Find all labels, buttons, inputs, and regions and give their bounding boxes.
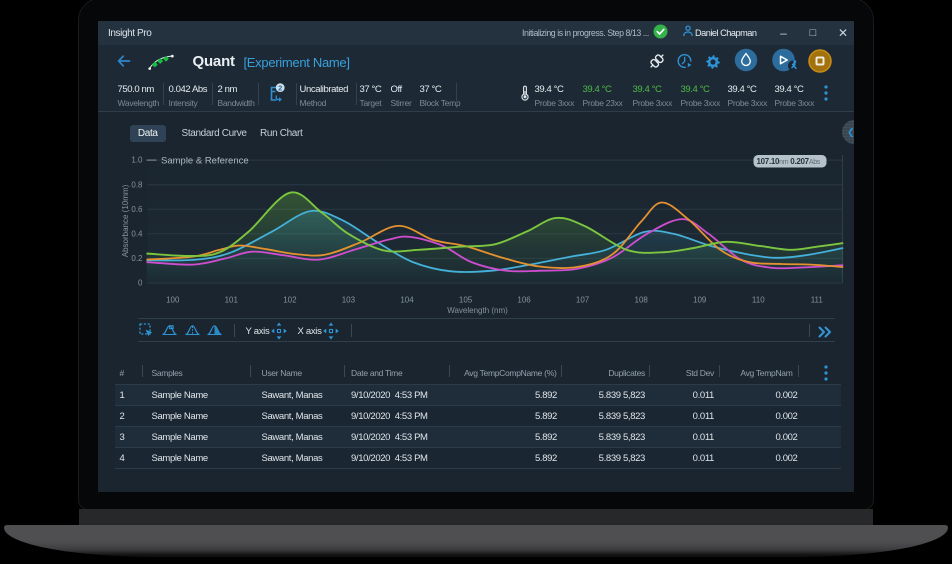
svg-text:106: 106 xyxy=(517,296,531,305)
svg-text:105: 105 xyxy=(459,296,473,305)
svg-text:2: 2 xyxy=(278,83,282,92)
svg-text:109: 109 xyxy=(693,296,707,305)
svg-text:Sample & Reference: Sample & Reference xyxy=(161,155,249,166)
svg-text:0: 0 xyxy=(138,279,143,288)
svg-text:103: 103 xyxy=(342,296,356,305)
svg-text:0.4: 0.4 xyxy=(131,229,143,238)
svg-text:0.2: 0.2 xyxy=(131,254,143,263)
svg-text:Wavelength (nm): Wavelength (nm) xyxy=(447,306,508,315)
svg-text:104: 104 xyxy=(400,296,414,305)
svg-text:108: 108 xyxy=(635,296,649,305)
svg-text:101: 101 xyxy=(225,296,239,305)
svg-text:111: 111 xyxy=(811,296,824,305)
svg-text:110: 110 xyxy=(752,296,765,305)
svg-text:1.0: 1.0 xyxy=(131,156,143,165)
svg-text:100: 100 xyxy=(166,296,180,305)
svg-text:102: 102 xyxy=(283,296,297,305)
svg-text:Absorbance (10mm): Absorbance (10mm) xyxy=(121,184,130,257)
svg-text:0.6: 0.6 xyxy=(131,205,143,214)
svg-text:107: 107 xyxy=(576,296,590,305)
svg-text:0.8: 0.8 xyxy=(131,180,143,189)
